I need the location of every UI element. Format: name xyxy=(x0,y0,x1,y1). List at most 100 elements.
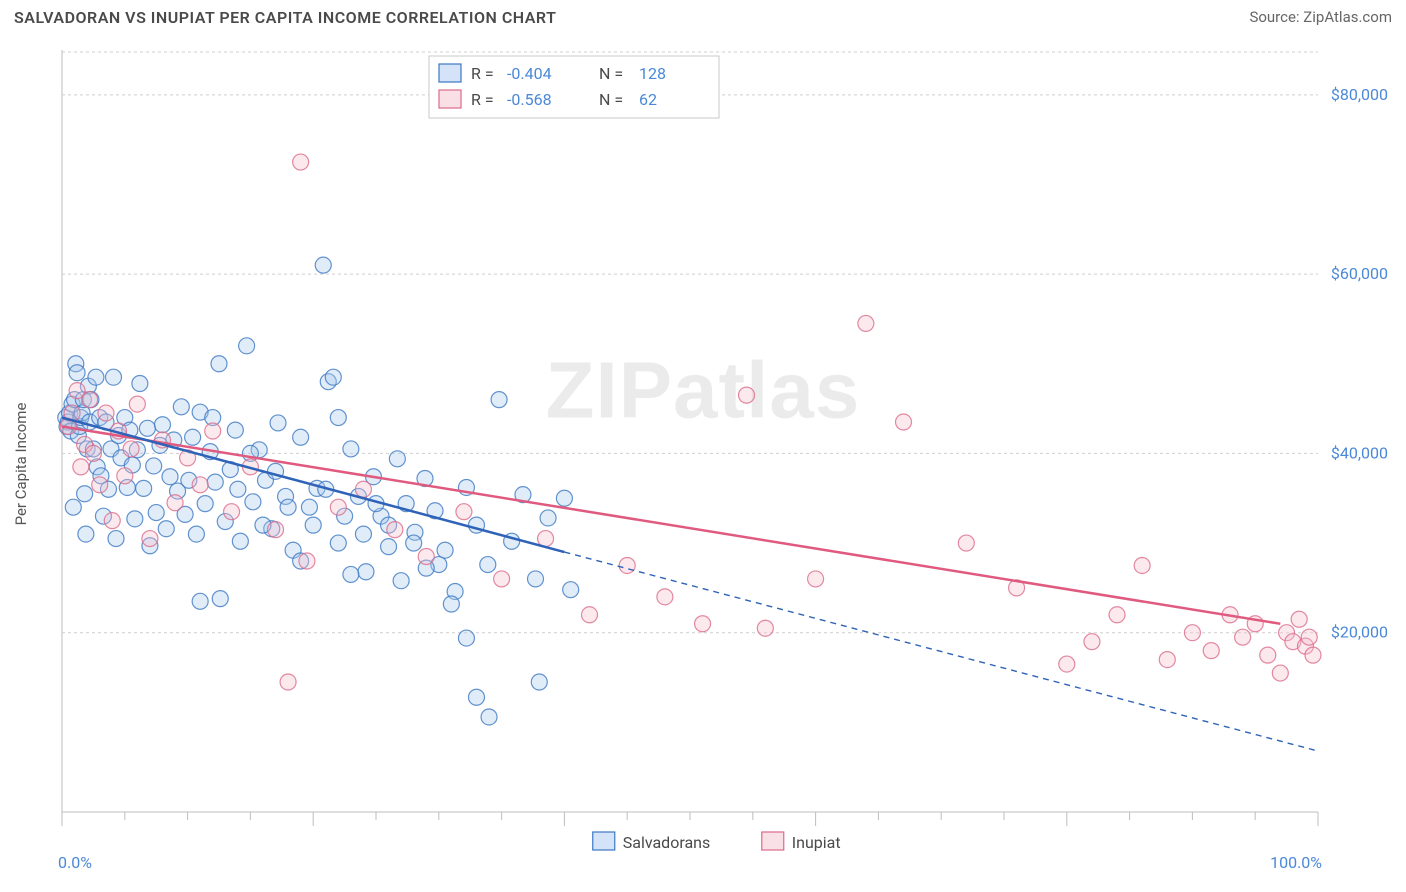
salvadorans-point xyxy=(325,369,341,385)
salvadorans-point xyxy=(315,257,331,273)
inupiat-point xyxy=(858,315,874,331)
inupiat-point xyxy=(582,607,598,623)
inupiat-point xyxy=(117,468,133,484)
salvadorans-point xyxy=(358,564,374,580)
salvadorans-point xyxy=(540,510,556,526)
legend-swatch xyxy=(439,90,461,108)
salvadorans-point xyxy=(148,505,164,521)
inupiat-point xyxy=(92,477,108,493)
salvadorans-point xyxy=(185,429,201,445)
salvadorans-point xyxy=(393,573,409,589)
salvadorans-point xyxy=(270,415,286,431)
inupiat-point xyxy=(129,396,145,412)
salvadorans-point xyxy=(197,496,213,512)
source-value: ZipAtlas.com xyxy=(1303,8,1392,26)
salvadorans-point xyxy=(301,499,317,515)
salvadorans-point xyxy=(173,399,189,415)
y-tick-label: $40,000 xyxy=(1331,443,1388,462)
inupiat-point xyxy=(1159,652,1175,668)
y-tick-label: $80,000 xyxy=(1331,85,1388,104)
salvadorans-point xyxy=(480,557,496,573)
legend-n-value: 128 xyxy=(639,64,666,83)
inupiat-point xyxy=(330,499,346,515)
salvadorans-point xyxy=(280,499,296,515)
salvadorans-point xyxy=(188,526,204,542)
salvadorans-point xyxy=(531,674,547,690)
bottom-legend-label: Salvadorans xyxy=(623,833,710,852)
inupiat-point xyxy=(1291,611,1307,627)
salvadorans-point xyxy=(389,451,405,467)
source-label: Source: xyxy=(1249,8,1299,26)
salvadorans-point xyxy=(232,533,248,549)
inupiat-point xyxy=(123,441,139,457)
salvadorans-point xyxy=(458,630,474,646)
salvadorans-point xyxy=(230,481,246,497)
inupiat-point xyxy=(224,504,240,520)
salvadorans-point xyxy=(207,474,223,490)
inupiat-point xyxy=(1235,629,1251,645)
salvadorans-point xyxy=(127,511,143,527)
salvadorans-point xyxy=(481,709,497,725)
inupiat-point xyxy=(85,445,101,461)
inupiat-point xyxy=(299,553,315,569)
y-axis-label: Per Capita Income xyxy=(14,403,30,526)
inupiat-point xyxy=(73,459,89,475)
inupiat-point xyxy=(142,531,158,547)
bottom-legend-swatch xyxy=(762,832,784,850)
inupiat-point xyxy=(268,522,284,538)
inupiat-point xyxy=(1203,643,1219,659)
series-salvadorans xyxy=(58,257,579,725)
inupiat-point xyxy=(757,620,773,636)
salvadorans-point xyxy=(158,521,174,537)
salvadorans-point xyxy=(293,429,309,445)
inupiat-point xyxy=(280,674,296,690)
correlation-chart: $20,000$40,000$60,000$80,0000.0%100.0%Pe… xyxy=(14,44,1392,872)
y-tick-label: $20,000 xyxy=(1331,623,1388,642)
salvadorans-point xyxy=(78,526,94,542)
y-tick-label: $60,000 xyxy=(1331,264,1388,283)
salvadorans-point xyxy=(69,365,85,381)
inupiat-point xyxy=(192,477,208,493)
salvadorans-point xyxy=(139,420,155,436)
inupiat-point xyxy=(167,495,183,511)
legend-r-label: R = xyxy=(471,90,494,109)
inupiat-point xyxy=(619,557,635,573)
salvadorans-point xyxy=(211,356,227,372)
bottom-legend-swatch xyxy=(593,832,615,850)
chart-title: SALVADORAN VS INUPIAT PER CAPITA INCOME … xyxy=(14,8,556,27)
inupiat-point xyxy=(808,571,824,587)
salvadorans-point xyxy=(343,566,359,582)
legend-r-value: -0.404 xyxy=(507,64,552,83)
salvadorans-point xyxy=(136,480,152,496)
salvadorans-point xyxy=(108,531,124,547)
inupiat-point xyxy=(205,423,221,439)
salvadorans-point xyxy=(227,422,243,438)
salvadorans-point xyxy=(154,417,170,433)
salvadorans-point xyxy=(528,571,544,587)
inupiat-point xyxy=(1272,665,1288,681)
inupiat-point xyxy=(494,571,510,587)
salvadorans-point xyxy=(305,517,321,533)
salvadorans-point xyxy=(192,593,208,609)
inupiat-point xyxy=(1184,625,1200,641)
salvadorans-point xyxy=(563,582,579,598)
salvadorans-point xyxy=(65,499,81,515)
inupiat-point xyxy=(657,589,673,605)
inupiat-point xyxy=(355,481,371,497)
legend-n-label: N = xyxy=(599,90,623,109)
inupiat-point xyxy=(98,405,114,421)
salvadorans-point xyxy=(146,458,162,474)
salvadorans-point xyxy=(239,338,255,354)
salvadorans-point xyxy=(132,375,148,391)
inupiat-point xyxy=(82,392,98,408)
inupiat-point xyxy=(695,616,711,632)
inupiat-point xyxy=(739,387,755,403)
salvadorans-point xyxy=(556,490,572,506)
salvadorans-point xyxy=(491,392,507,408)
inupiat-point xyxy=(1084,634,1100,650)
legend-r-label: R = xyxy=(471,64,494,83)
inupiat-point xyxy=(418,549,434,565)
inupiat-point xyxy=(1109,607,1125,623)
salvadorans-point xyxy=(381,539,397,555)
inupiat-point xyxy=(1305,647,1321,663)
